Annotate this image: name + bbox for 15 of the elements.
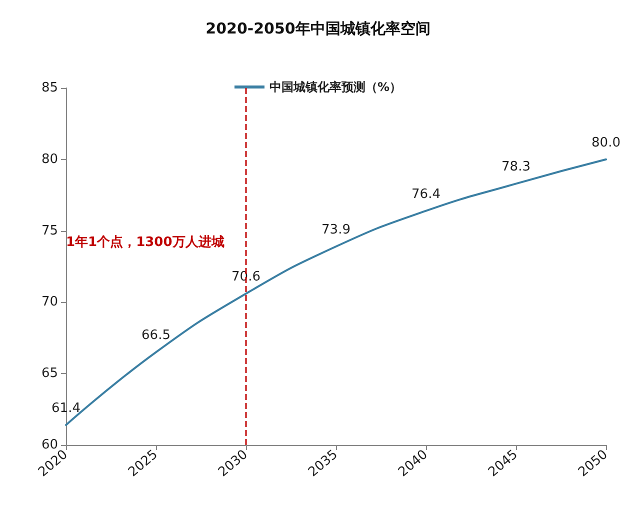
data-label: 61.4	[52, 401, 80, 416]
y-tick-label: 60	[41, 438, 58, 452]
data-label: 66.5	[142, 328, 170, 344]
legend-label: 中国城镇化率预测（%）	[269, 80, 402, 94]
data-label: 76.4	[412, 186, 440, 202]
y-tick-label: 70	[41, 294, 58, 310]
y-tick-label: 75	[41, 223, 58, 238]
data-label: 73.9	[322, 222, 350, 238]
y-tick-label: 65	[41, 366, 58, 382]
annotation: 1年1个点，1300万人进城	[66, 234, 224, 250]
data-label: 80.0	[592, 135, 620, 150]
data-label: 78.3	[502, 160, 530, 175]
y-tick-label: 80	[41, 152, 58, 167]
y-tick-label: 85	[41, 80, 58, 96]
chart-title: 2020-2050年中国城镇化率空间	[206, 20, 430, 38]
